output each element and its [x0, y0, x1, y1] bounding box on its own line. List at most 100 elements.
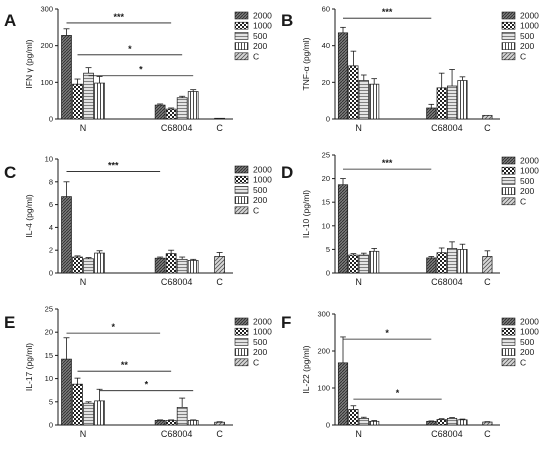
legend-swatch: [234, 358, 249, 367]
bar: [436, 252, 447, 274]
panel-d: D 0 5 10 15 20 25 IL-10 (pg/ml) N C68004 C *** 20001…: [281, 151, 539, 288]
x-group-label: C68004: [431, 123, 463, 133]
x-group-label: C: [216, 429, 223, 439]
legend-label: C: [520, 357, 526, 367]
legend-label: 2000: [520, 11, 539, 21]
bar: [72, 383, 83, 426]
bar: [482, 256, 493, 274]
legend-swatch: [501, 21, 516, 30]
legend-swatch: [501, 42, 516, 50]
y-tick-label: 300: [40, 5, 53, 14]
y-axis-title: IL-22 (pg/ml): [301, 345, 311, 393]
legend-swatch: [234, 196, 249, 204]
bar: [176, 97, 188, 120]
legend-label: 2000: [520, 156, 539, 166]
legend-label: 2000: [253, 317, 272, 327]
significance-label: *: [145, 380, 149, 390]
y-tick-label: 20: [322, 78, 330, 87]
legend-label: 1000: [253, 175, 272, 185]
bar: [94, 400, 105, 426]
legend-swatch: [501, 317, 516, 326]
bar: [447, 85, 458, 120]
legend-label: 500: [520, 31, 534, 41]
bar: [436, 419, 447, 426]
legend-swatch: [501, 187, 516, 195]
bar: [83, 258, 94, 274]
legend-swatch: [501, 177, 516, 185]
x-group-label: C: [216, 277, 223, 287]
y-tick-label: 100: [317, 384, 330, 393]
bar: [154, 257, 166, 274]
bar: [426, 420, 437, 426]
legend-label: 500: [253, 337, 267, 347]
x-group-label: C: [216, 123, 223, 133]
legend-swatch: [501, 166, 516, 175]
x-group-label: N: [355, 277, 362, 287]
legend-swatch: [234, 348, 249, 356]
bar: [165, 420, 177, 426]
bar: [358, 417, 369, 426]
y-tick-label: 15: [322, 198, 330, 207]
bar: [358, 254, 369, 274]
legend-swatch: [234, 338, 249, 346]
legend-swatch: [501, 338, 516, 346]
significance-label: *: [396, 388, 400, 398]
legend-label: 1000: [520, 21, 539, 31]
legend-label: 500: [253, 185, 267, 195]
bar: [176, 258, 188, 274]
legend-swatch: [234, 32, 249, 40]
panel-letter: B: [281, 11, 293, 30]
bar: [337, 184, 349, 274]
significance-label: ***: [382, 158, 393, 168]
legend-label: C: [253, 357, 259, 367]
bar: [426, 257, 437, 274]
y-axis-title: IL-17 (pg/ml): [24, 343, 34, 391]
panel-letter: D: [281, 163, 293, 182]
y-tick-label: 20: [322, 174, 330, 183]
significance-label: *: [128, 44, 132, 54]
legend-swatch: [234, 175, 249, 184]
bar: [348, 65, 359, 120]
y-axis-title: IFN γ (pg/ml): [24, 39, 34, 88]
bar: [447, 248, 458, 274]
y-tick-label: 0: [326, 421, 330, 430]
legend-label: C: [520, 51, 526, 61]
x-group-label: N: [80, 429, 87, 439]
panel-letter: C: [4, 163, 16, 182]
bar: [94, 252, 105, 274]
x-group-label: N: [355, 123, 362, 133]
legend-swatch: [501, 11, 516, 20]
legend-swatch: [234, 42, 249, 50]
bar: [369, 420, 380, 426]
bar: [154, 104, 166, 120]
legend-label: 200: [253, 41, 267, 51]
legend-swatch: [501, 32, 516, 40]
panel-letter: F: [281, 313, 291, 332]
panel-f: F 0 100 200 300 IL-22 (pg/ml) N C68004 C * * 200010…: [281, 310, 539, 440]
legend-swatch: [234, 11, 249, 20]
y-tick-label: 0: [49, 115, 53, 124]
significance-label: *: [385, 328, 389, 338]
significance-label: ***: [382, 7, 393, 17]
legend-label: 200: [520, 186, 534, 196]
bar: [214, 117, 225, 120]
legend-swatch: [501, 348, 516, 356]
legend-swatch: [501, 358, 516, 367]
bar: [61, 196, 72, 274]
legend-swatch: [501, 156, 516, 165]
x-group-label: C: [484, 277, 491, 287]
bar: [94, 82, 105, 120]
y-tick-label: 5: [326, 245, 330, 254]
legend-swatch: [501, 197, 516, 206]
legend-label: 500: [253, 31, 267, 41]
y-tick-label: 20: [45, 328, 53, 337]
legend-label: 200: [253, 347, 267, 357]
bar: [83, 402, 94, 426]
y-tick-label: 2: [49, 246, 53, 255]
bar: [369, 83, 380, 120]
y-tick-label: 200: [317, 347, 330, 356]
legend-swatch: [234, 186, 249, 194]
bar: [187, 420, 199, 426]
